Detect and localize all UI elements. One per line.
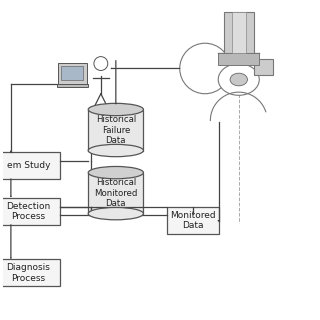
FancyBboxPatch shape — [0, 152, 60, 179]
Ellipse shape — [88, 144, 143, 157]
Ellipse shape — [88, 166, 143, 179]
Text: Diagnosis
Process: Diagnosis Process — [6, 263, 50, 283]
Circle shape — [94, 57, 108, 70]
FancyBboxPatch shape — [0, 198, 60, 225]
FancyBboxPatch shape — [0, 260, 60, 286]
Ellipse shape — [88, 103, 143, 116]
Ellipse shape — [88, 207, 143, 220]
FancyBboxPatch shape — [58, 63, 87, 84]
FancyBboxPatch shape — [88, 109, 143, 150]
Ellipse shape — [218, 64, 259, 95]
Text: Historical
Failure
Data: Historical Failure Data — [96, 115, 136, 145]
Circle shape — [180, 43, 230, 94]
Text: Monitored
Data: Monitored Data — [170, 211, 216, 230]
FancyBboxPatch shape — [57, 84, 88, 87]
Text: Detection
Process: Detection Process — [6, 202, 50, 221]
FancyBboxPatch shape — [232, 12, 246, 53]
FancyBboxPatch shape — [61, 66, 84, 80]
FancyBboxPatch shape — [218, 53, 259, 65]
Ellipse shape — [230, 73, 247, 86]
FancyBboxPatch shape — [224, 12, 254, 53]
FancyBboxPatch shape — [167, 207, 219, 234]
FancyBboxPatch shape — [88, 172, 143, 214]
Text: em Study: em Study — [6, 161, 50, 170]
Text: Historical
Monitored
Data: Historical Monitored Data — [94, 178, 138, 208]
FancyBboxPatch shape — [254, 59, 273, 75]
